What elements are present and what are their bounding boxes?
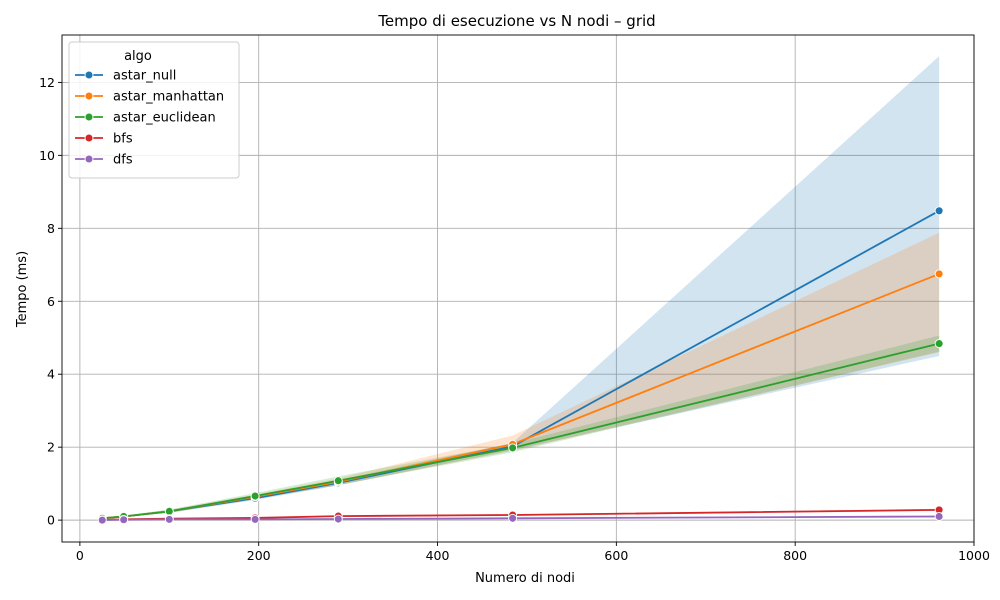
astar-manhattan-point (934, 269, 944, 279)
legend-astar-null-marker (84, 70, 94, 80)
x-axis-label: Numero di nodi (475, 571, 575, 586)
dfs-point (164, 514, 174, 524)
dfs-point (333, 514, 343, 524)
x-tick-label: 0 (76, 548, 84, 563)
legend-astar-euclidean-marker (84, 112, 94, 122)
x-tick-label: 200 (247, 548, 271, 563)
x-tick-label: 400 (426, 548, 450, 563)
y-tick-label: 2 (47, 440, 55, 455)
astar-null-ci-band (102, 56, 940, 519)
astar-euclidean-point (934, 339, 944, 349)
axis-ticks: 0 200 400 600 800 1000 0 2 4 6 8 10 12 (39, 75, 990, 563)
dfs-point (97, 515, 107, 525)
astar-null-point (934, 206, 944, 216)
legend-astar-manhattan-marker (84, 91, 94, 101)
y-axis-label: Tempo (ms) (15, 251, 30, 328)
dfs-point (934, 512, 944, 521)
legend-astar-euclidean-label: astar_euclidean (113, 111, 216, 126)
legend-box (68, 41, 240, 179)
x-tick-label: 1000 (958, 548, 990, 563)
legend-bfs-marker (84, 133, 94, 143)
legend-title: algo (124, 49, 152, 64)
x-tick-label: 600 (604, 548, 628, 563)
astar-euclidean-point (333, 476, 343, 486)
astar-manhattan-ci-band (102, 232, 940, 519)
astar-euclidean-point (164, 506, 174, 516)
chart-title: Tempo di esecuzione vs N nodi – grid (377, 12, 655, 30)
x-tick-label: 800 (783, 548, 807, 563)
y-tick-label: 8 (47, 221, 55, 236)
dfs-point (119, 515, 129, 525)
legend-astar-manhattan-label: astar_manhattan (113, 90, 224, 105)
legend: algo astar_null astar_manhattan astar_eucli… (68, 41, 240, 179)
y-tick-label: 6 (47, 294, 55, 309)
series-points (97, 206, 944, 525)
plot-frame (61, 34, 975, 543)
astar-euclidean-point (250, 491, 260, 501)
legend-dfs-marker (84, 154, 94, 164)
legend-astar-null-label: astar_null (113, 69, 176, 84)
y-tick-label: 10 (39, 148, 55, 163)
legend-dfs-label: dfs (113, 153, 133, 168)
astar-euclidean-point (508, 443, 518, 453)
y-tick-label: 4 (47, 367, 55, 382)
legend-bfs-label: bfs (113, 132, 133, 147)
dfs-point (250, 514, 260, 524)
dfs-point (508, 513, 518, 523)
y-tick-label: 0 (47, 513, 55, 528)
y-tick-label: 12 (39, 75, 55, 90)
